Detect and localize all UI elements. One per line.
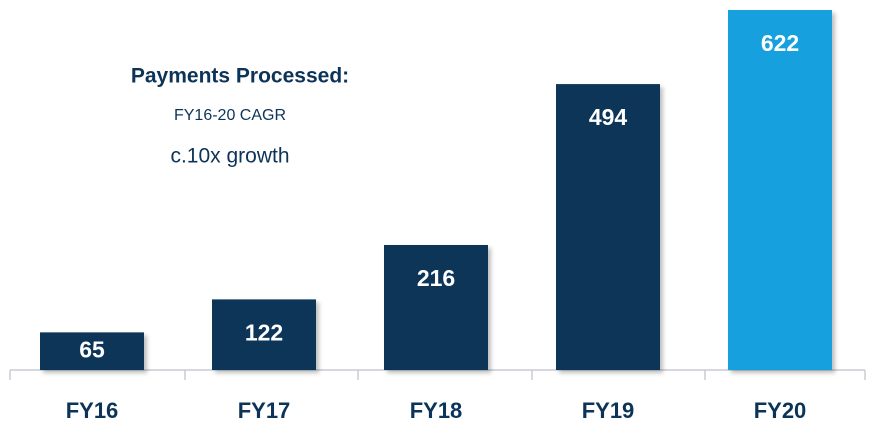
value-label: 622: [761, 30, 799, 56]
annotation-title: Payments Processed:: [131, 65, 349, 88]
axis: [9, 369, 866, 380]
x-tick-label: FY17: [238, 398, 291, 423]
x-tick-label: FY19: [582, 398, 635, 423]
value-label: 65: [79, 336, 105, 362]
bar: [384, 244, 488, 370]
x-tick-label: FY20: [754, 398, 807, 423]
bar: [212, 299, 316, 370]
annotation-note: c.10x growth: [170, 145, 289, 168]
x-tick-label: FY18: [410, 398, 463, 423]
value-label: 494: [589, 104, 628, 130]
x-tick-label: FY16: [66, 398, 119, 423]
annotation-subtitle: FY16-20 CAGR: [174, 107, 286, 124]
bar: [556, 84, 660, 370]
bar: [728, 10, 832, 370]
bar: [40, 332, 144, 370]
value-label: 122: [245, 319, 283, 345]
value-label: 216: [417, 265, 455, 291]
